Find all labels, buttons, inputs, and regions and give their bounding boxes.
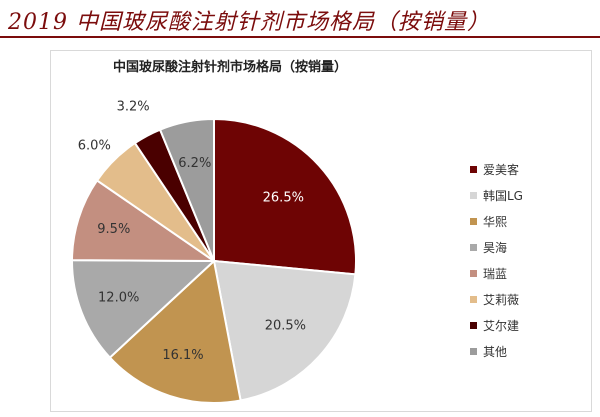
legend-item-8: 其他 — [470, 338, 523, 364]
legend-label: 艾尔建 — [483, 318, 520, 333]
legend-item-7: 艾尔建 — [470, 312, 523, 338]
title-underline — [0, 36, 600, 38]
legend-item-3: 华熙 — [470, 208, 523, 234]
pie-slice-1 — [213, 117, 357, 276]
legend-swatch — [470, 269, 477, 277]
data-label-7: 3.2% — [117, 100, 150, 115]
legend-item-1: 爱美客 — [470, 156, 523, 182]
pie-slice-5 — [70, 179, 218, 263]
chart-title: 中国玻尿酸注射针剂市场格局（按销量） — [112, 60, 347, 75]
legend-label: 爱美客 — [483, 162, 520, 177]
legend-swatch — [470, 347, 477, 355]
legend-label: 华熙 — [483, 214, 508, 229]
page-title: 2019 中国玻尿酸注射针剂市场格局（按销量） — [8, 10, 490, 35]
data-label-2: 20.5% — [265, 319, 306, 334]
legend-item-4: 昊海 — [470, 234, 523, 260]
legend-swatch — [470, 217, 477, 225]
data-label-3: 16.1% — [162, 348, 203, 363]
legend-label: 瑞蓝 — [483, 266, 508, 281]
data-label-1: 26.5% — [263, 190, 304, 205]
legend-swatch — [470, 321, 477, 329]
legend-item-5: 瑞蓝 — [470, 260, 523, 286]
legend-label: 艾莉薇 — [483, 292, 520, 307]
data-label-4: 12.0% — [98, 291, 139, 306]
legend-swatch — [470, 191, 477, 199]
data-label-8: 6.2% — [178, 156, 211, 171]
legend-label: 韩国LG — [483, 188, 523, 203]
pie-slice-4 — [70, 259, 217, 359]
legend-item-6: 艾莉薇 — [470, 286, 523, 312]
data-label-5: 9.5% — [97, 222, 130, 237]
legend-label: 昊海 — [483, 240, 508, 255]
data-label-6: 6.0% — [78, 138, 111, 153]
pie-slice-2 — [212, 259, 357, 402]
pie-slice-3 — [108, 259, 242, 404]
chart-frame — [50, 50, 592, 412]
legend-swatch — [470, 243, 477, 251]
legend-swatch — [470, 165, 477, 173]
legend-label: 其他 — [483, 344, 508, 359]
legend-swatch — [470, 295, 477, 303]
pie-slice-8 — [158, 117, 215, 262]
legend-item-2: 韩国LG — [470, 182, 523, 208]
chart-legend: 爱美客韩国LG 华熙昊海瑞蓝艾莉薇艾尔建其他 — [470, 156, 523, 364]
